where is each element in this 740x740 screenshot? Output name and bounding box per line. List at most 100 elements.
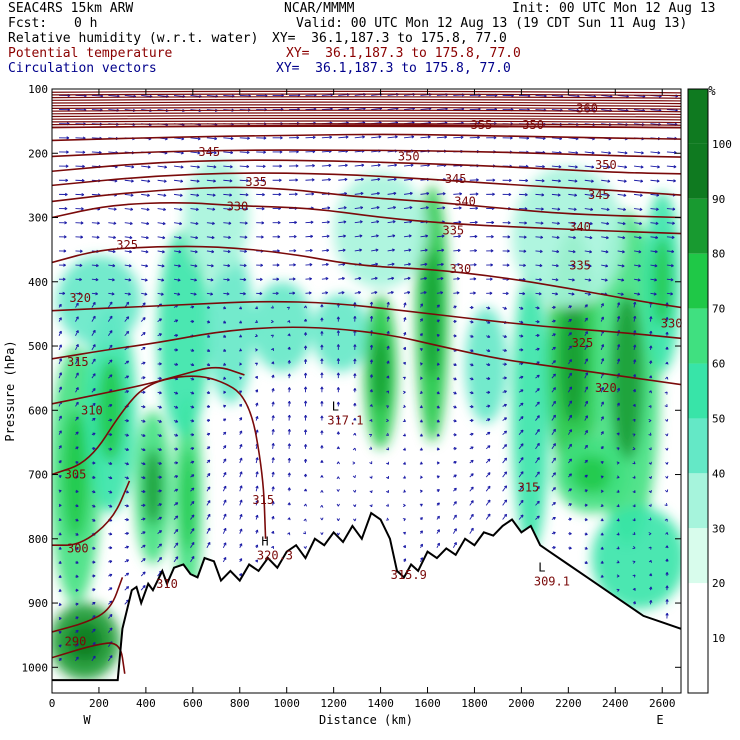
wind-vector-head	[75, 387, 79, 391]
wind-vector-head	[568, 488, 572, 492]
wind-vector-head	[672, 207, 676, 211]
wind-vector-head	[142, 571, 146, 575]
wind-vector	[601, 94, 613, 98]
y-tick-label: 500	[28, 340, 48, 353]
wind-vector-head	[353, 373, 357, 377]
wind-vector-head	[648, 546, 652, 550]
y-tick-label: 700	[28, 469, 48, 482]
wind-vector-head	[129, 235, 133, 240]
wind-vector-head	[65, 178, 69, 182]
wind-vector	[354, 235, 363, 238]
wind-vector	[403, 221, 412, 224]
wind-vector-head	[292, 277, 296, 281]
wind-vector-head	[80, 235, 84, 239]
wind-vector	[568, 193, 577, 196]
wind-vector-head	[271, 361, 275, 365]
wind-vector-head	[665, 585, 669, 589]
wind-vector-head	[436, 515, 440, 519]
field-vector-name: Circulation vectors	[8, 61, 157, 76]
wind-vector-head	[425, 206, 429, 210]
wind-vector-head	[420, 303, 423, 307]
wind-vector	[601, 278, 608, 281]
wind-vector-head	[109, 433, 113, 437]
wind-vector-head	[92, 504, 96, 508]
wind-vector	[107, 301, 113, 308]
wind-vector-head	[161, 250, 165, 254]
wind-vector-head	[419, 503, 423, 507]
wind-vector-head	[557, 221, 560, 225]
wind-vector-head	[605, 236, 609, 240]
wind-vector-head	[259, 291, 263, 296]
wind-vector-head	[665, 418, 669, 422]
wind-vector-head	[649, 600, 653, 603]
wind-vector-head	[474, 234, 478, 239]
wind-vector	[403, 206, 413, 209]
wind-vector	[305, 193, 314, 195]
wind-vector-head	[571, 292, 575, 296]
wind-vector-head	[505, 291, 509, 296]
wind-vector	[387, 192, 397, 195]
wind-vector-head	[503, 306, 507, 310]
wind-vector	[223, 292, 230, 295]
wind-vector	[91, 236, 100, 238]
wind-vector-head	[293, 234, 297, 239]
wind-vector-head	[336, 330, 340, 334]
wind-vector-head	[75, 358, 79, 362]
wind-vector-head	[386, 489, 390, 493]
wind-vector-head	[648, 432, 652, 436]
wind-vector-head	[145, 250, 149, 254]
rh-blob	[465, 307, 508, 424]
wind-vector-head	[175, 433, 179, 437]
wind-vector	[157, 278, 164, 281]
wind-vector-head	[520, 389, 524, 393]
wind-vector	[436, 136, 447, 139]
wind-vector-head	[568, 473, 572, 477]
wind-vector	[157, 292, 164, 295]
wind-vector	[173, 542, 179, 549]
wind-vector-head	[336, 344, 340, 347]
wind-vector-head	[474, 248, 477, 253]
wind-vector-head	[569, 372, 572, 376]
fcst-label: Fcst:	[8, 16, 48, 31]
wind-vector-head	[419, 530, 423, 534]
wind-vector-head	[525, 178, 529, 183]
wind-vector-head	[303, 444, 308, 447]
wind-vector	[371, 291, 378, 294]
wind-vector	[108, 236, 116, 239]
wind-vector-head	[584, 546, 588, 550]
wind-vector	[666, 151, 677, 154]
wind-vector-head	[191, 460, 195, 464]
rh-blob	[56, 256, 142, 347]
wind-vector-head	[538, 292, 542, 296]
wind-vector-head	[247, 136, 250, 140]
wind-vector-head	[353, 504, 357, 508]
wind-vector-head	[223, 527, 227, 531]
wind-vector-head	[616, 560, 620, 564]
wind-vector-head	[616, 588, 620, 592]
wind-vector	[239, 208, 248, 210]
wind-vector	[568, 250, 576, 253]
wind-vector-head	[664, 489, 669, 493]
wind-vector-head	[270, 305, 274, 309]
wind-vector-head	[536, 401, 540, 405]
wind-vector-head	[63, 235, 67, 239]
wind-vector-head	[303, 372, 308, 376]
wind-vector-head	[419, 419, 423, 423]
wind-vector	[124, 165, 134, 168]
wind-vector-head	[569, 429, 572, 433]
wind-vector-head	[75, 461, 79, 465]
wind-vector-head	[270, 319, 274, 324]
wind-vector-head	[223, 306, 227, 310]
wind-vector-head	[303, 429, 308, 433]
wind-vector-head	[271, 348, 274, 352]
wind-vector-head	[194, 278, 197, 282]
rh-blob	[206, 249, 254, 404]
wind-vector-head	[320, 445, 324, 448]
colorbar-swatch	[688, 528, 708, 584]
wind-vector-head	[441, 248, 445, 252]
wind-vector-head	[75, 602, 79, 606]
wind-vector-head	[386, 301, 390, 305]
wind-vector	[485, 485, 491, 492]
wind-vector-head	[419, 333, 423, 337]
